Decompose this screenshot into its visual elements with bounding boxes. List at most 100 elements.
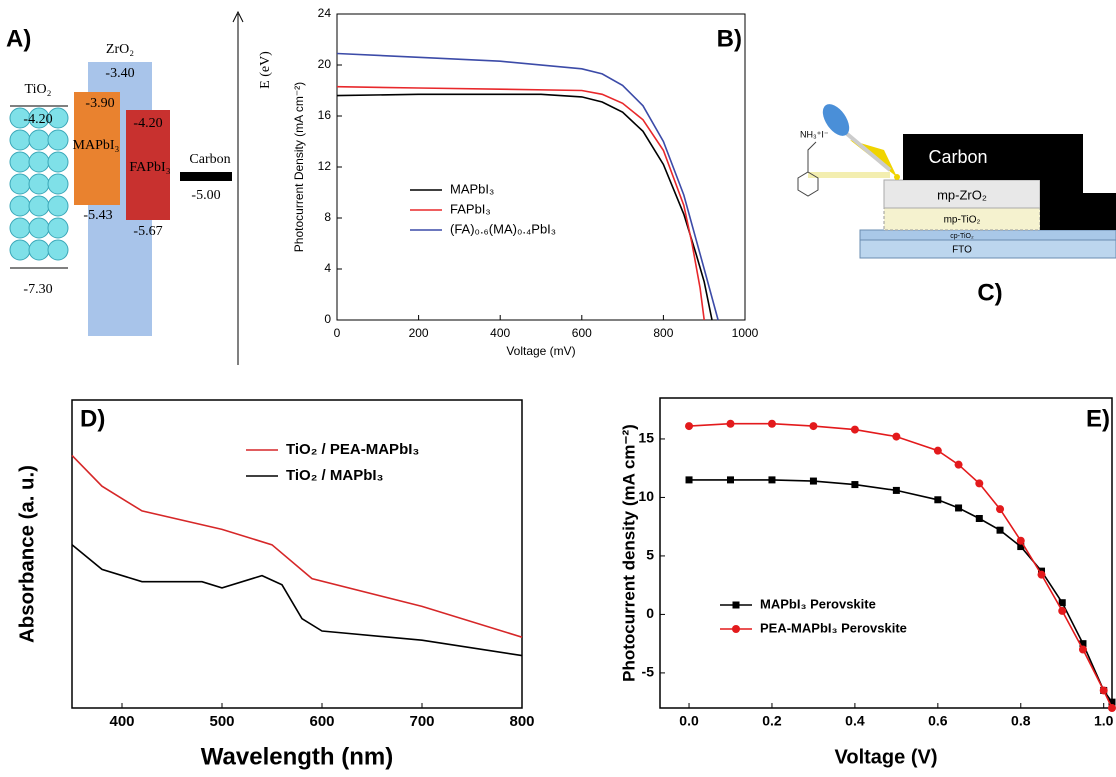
- x-tick-label: 1000: [732, 326, 759, 340]
- x-tick-label: 800: [653, 326, 673, 340]
- x-axis-label: Wavelength (nm): [201, 743, 393, 770]
- pipette-bulb: [822, 104, 850, 136]
- plot-frame: [336, 13, 746, 321]
- sphere: [9, 151, 31, 173]
- mapbi3-band: [74, 92, 120, 205]
- x-tick-label: 700: [409, 713, 434, 730]
- pipette: [838, 126, 892, 172]
- y-tick-label: 0: [324, 312, 331, 326]
- droplet: [894, 174, 900, 180]
- x-tick-label: 400: [109, 713, 134, 730]
- series-line: [336, 52, 719, 321]
- layer-label: mp-ZrO₂: [937, 187, 987, 202]
- legend-label: PEA-MAPbI₃ Perovskite: [760, 620, 907, 635]
- x-tick-label: 800: [509, 713, 534, 730]
- level-label: -5.67: [133, 224, 162, 239]
- marker: [1017, 543, 1025, 551]
- plot-frame: [659, 397, 1113, 709]
- fto-layer: [859, 239, 1116, 259]
- y-tick-label: 15: [638, 430, 654, 446]
- layer-label: mp-TiO₂: [944, 215, 981, 226]
- x-tick-label: 200: [409, 326, 429, 340]
- x-tick-label: 0.8: [1011, 713, 1031, 729]
- layer-label: cp-TiO₂: [950, 233, 974, 240]
- level-label: -5.43: [83, 208, 112, 223]
- marker: [850, 425, 859, 434]
- sphere: [9, 195, 31, 217]
- material-name: Carbon: [189, 152, 230, 167]
- precursor-film: [808, 172, 890, 178]
- marker: [1058, 599, 1066, 607]
- legend-label: MAPbI₃: [450, 181, 494, 196]
- x-tick-label: 600: [572, 326, 592, 340]
- material-name: TiO₂: [25, 82, 52, 97]
- legend-label: FAPbI₃: [450, 201, 491, 216]
- carbon-layer: [903, 134, 1116, 230]
- level-label: -5.00: [191, 188, 220, 203]
- y-tick-label: 0: [646, 605, 654, 621]
- marker: [1108, 698, 1116, 706]
- marker: [809, 477, 817, 485]
- sphere: [28, 195, 50, 217]
- marker: [685, 422, 694, 431]
- level-label: -7.30: [23, 282, 52, 297]
- sphere: [28, 129, 50, 151]
- legend-marker: [732, 601, 740, 609]
- marker: [726, 419, 735, 428]
- sphere: [28, 173, 50, 195]
- panel-label: A): [6, 25, 31, 52]
- level-label: -3.40: [105, 66, 134, 81]
- sphere: [47, 173, 69, 195]
- marker: [685, 476, 693, 484]
- sphere: [47, 129, 69, 151]
- level-label: -4.20: [133, 116, 162, 131]
- device-diagram: NH₃⁺I⁻ Carbon mp-ZrO₂ mp-TiO₂ cp-TiO₂ FT…: [797, 104, 1116, 306]
- molecule: [797, 141, 819, 197]
- y-tick-label: -5: [642, 664, 655, 680]
- sphere: [9, 217, 31, 239]
- axis-label: E (eV): [258, 51, 273, 89]
- legend-label: (FA)₀.₆(MA)₀.₄PbI₃: [450, 221, 556, 236]
- marker: [767, 419, 776, 428]
- x-tick-label: 400: [490, 326, 510, 340]
- level-label: -3.90: [85, 96, 114, 111]
- x-axis-label: Voltage (mV): [506, 344, 575, 358]
- level-label: -4.20: [23, 112, 52, 127]
- y-tick-label: 16: [318, 108, 332, 122]
- marker: [954, 460, 963, 469]
- series-line: [689, 479, 1113, 703]
- sphere: [9, 173, 31, 195]
- marker: [996, 526, 1004, 534]
- cp-tio2-layer: [859, 229, 1116, 241]
- marker: [1079, 640, 1087, 648]
- marker: [851, 481, 859, 489]
- material-name: FAPbI₃: [129, 160, 170, 175]
- sphere: [47, 151, 69, 173]
- marker: [1108, 704, 1116, 712]
- y-axis-label: Photocurrent density (mA cm⁻²): [619, 424, 638, 682]
- molecule-label: NH₃⁺I⁻: [800, 129, 829, 139]
- sphere: [28, 239, 50, 261]
- sphere: [47, 107, 69, 129]
- marker: [933, 446, 942, 455]
- x-tick-label: 600: [309, 713, 334, 730]
- y-tick-label: 20: [318, 57, 332, 71]
- sphere: [9, 129, 31, 151]
- panel-label: D): [80, 405, 105, 432]
- y-tick-label: 12: [318, 159, 332, 173]
- layer-label: Carbon: [928, 147, 987, 167]
- series-line: [336, 85, 705, 321]
- carbon-level: [180, 172, 232, 181]
- marker: [809, 422, 818, 431]
- marker: [768, 476, 776, 484]
- y-tick-label: 24: [318, 6, 332, 20]
- marker: [975, 514, 983, 522]
- marker: [1058, 606, 1067, 615]
- marker: [726, 476, 734, 484]
- marker: [996, 505, 1005, 514]
- material-name: ZrO₂: [106, 42, 134, 57]
- tio2-spheres: [9, 107, 69, 261]
- band-diagram: A) E (eV) TiO₂ -4.20 -7.30 ZrO₂ -3.40 -3…: [6, 10, 273, 365]
- panel-label: B): [717, 25, 742, 52]
- y-axis-label: Photocurrent Density (mA cm⁻²): [292, 82, 306, 252]
